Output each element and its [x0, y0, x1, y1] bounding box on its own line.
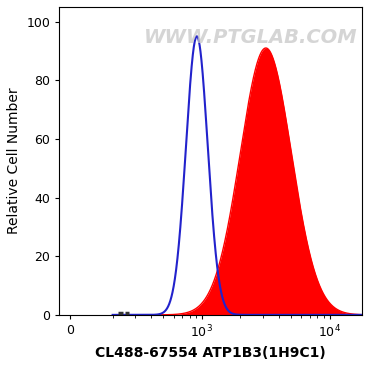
X-axis label: CL488-67554 ATP1B3(1H9C1): CL488-67554 ATP1B3(1H9C1) [95, 346, 326, 360]
Text: WWW.PTGLAB.COM: WWW.PTGLAB.COM [144, 29, 357, 47]
Y-axis label: Relative Cell Number: Relative Cell Number [7, 88, 21, 234]
